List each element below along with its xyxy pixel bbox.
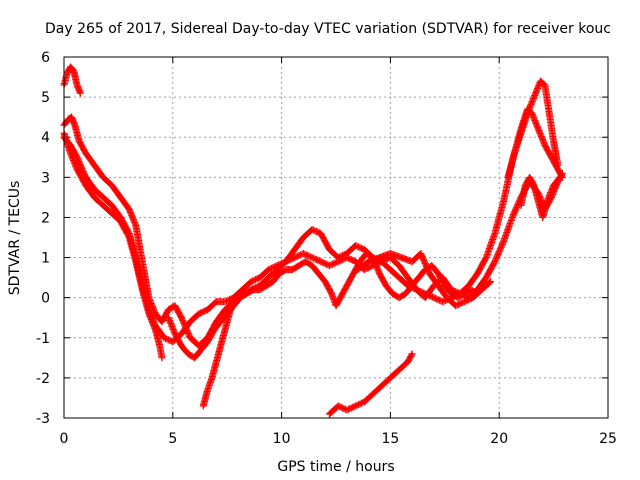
x-tick-label: 10 <box>273 431 291 447</box>
y-tick-label: 5 <box>41 90 50 106</box>
y-tick-label: -3 <box>36 411 50 427</box>
data-point <box>237 287 245 295</box>
y-tick-label: -1 <box>36 331 50 347</box>
y-tick-labels: -3 -2 -1 0 1 2 3 4 5 6 <box>36 50 50 427</box>
x-tick-label: 15 <box>381 431 399 447</box>
data-point <box>485 279 493 287</box>
data-point <box>558 169 566 177</box>
x-tick-labels: 0 5 10 15 20 25 <box>60 431 617 447</box>
chart-title: Day 265 of 2017, Sidereal Day-to-day VTE… <box>45 21 611 37</box>
data-point <box>555 174 563 182</box>
data-point <box>499 239 507 247</box>
x-tick-label: 25 <box>599 431 617 447</box>
data-point <box>408 350 416 358</box>
y-tick-label: 1 <box>41 251 50 267</box>
data-point <box>554 161 562 169</box>
data-point <box>76 89 84 97</box>
y-tick-label: 3 <box>41 170 50 186</box>
y-tick-label: 2 <box>41 210 50 226</box>
x-tick-label: 5 <box>168 431 177 447</box>
data-point <box>158 354 166 362</box>
y-tick-label: -2 <box>36 371 50 387</box>
y-tick-label: 4 <box>41 130 50 146</box>
data-point <box>407 351 415 359</box>
data-point <box>238 286 246 294</box>
data-point <box>556 173 564 181</box>
x-tick-label: 0 <box>60 431 69 447</box>
x-axis-label: GPS time / hours <box>277 459 394 475</box>
y-tick-label: 6 <box>41 50 50 66</box>
y-tick-label: 0 <box>41 291 50 307</box>
data-point <box>486 278 494 286</box>
plot-frame <box>63 56 609 419</box>
data-points <box>60 63 566 418</box>
y-axis-label: SDTVAR / TECUs <box>7 181 23 296</box>
x-tick-label: 20 <box>490 431 508 447</box>
